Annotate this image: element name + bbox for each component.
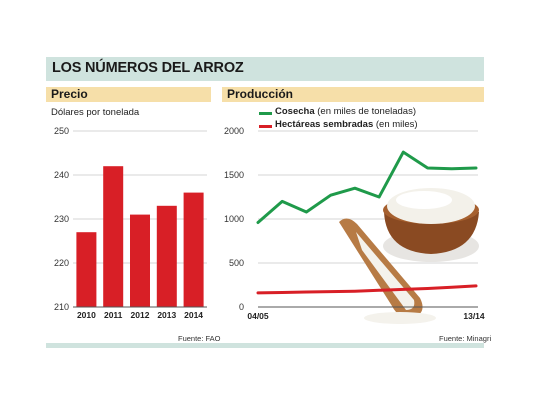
precio-panel-header: Precio	[46, 87, 211, 102]
title-banner: LOS NÚMEROS DEL ARROZ	[46, 57, 484, 81]
legend-note-hectareas: (en miles)	[375, 119, 418, 130]
page-title: LOS NÚMEROS DEL ARROZ	[52, 60, 244, 76]
produccion-source: Fuente: Minagri	[439, 334, 492, 343]
y-tick-label: 250	[54, 126, 69, 136]
series-line-hect-reas-sembradas	[256, 284, 478, 295]
precio-source: Fuente: FAO	[178, 334, 221, 343]
x-tick-label: 2011	[104, 310, 123, 320]
bar	[103, 166, 124, 307]
y-tick-label: 240	[54, 170, 69, 180]
bar	[76, 232, 97, 307]
y-tick-label: 0	[239, 302, 244, 312]
legend-item-cosecha: Cosecha (en miles de toneladas)	[275, 106, 416, 117]
precio-panel-title: Precio	[51, 87, 88, 101]
x-tick-label: 2012	[131, 310, 150, 320]
bar	[183, 192, 204, 307]
rice-highlight	[396, 191, 452, 209]
legend-note-cosecha: (en miles de toneladas)	[317, 106, 416, 117]
precio-subtitle: Dólares por tonelada	[51, 107, 140, 118]
legend-swatch-hectareas	[259, 125, 272, 128]
produccion-panel-header: Producción	[222, 87, 484, 102]
rice-bowl-illustration	[339, 188, 479, 324]
x-tick-label: 2014	[184, 310, 203, 320]
x-tick-label: 2013	[157, 310, 176, 320]
spilled-rice	[364, 312, 436, 324]
series-line-cosecha	[256, 150, 478, 224]
legend-name-cosecha: Cosecha	[275, 106, 315, 117]
produccion-panel-title: Producción	[227, 87, 294, 101]
y-tick-label: 220	[54, 258, 69, 268]
bar	[156, 205, 177, 307]
legend-item-hectareas: Hectáreas sembradas (en miles)	[275, 119, 418, 130]
bar	[130, 214, 150, 307]
y-tick-label: 230	[54, 214, 69, 224]
x-tick-label: 2010	[77, 310, 96, 320]
y-tick-label: 1000	[224, 214, 244, 224]
legend-name-hectareas: Hectáreas sembradas	[275, 119, 374, 130]
y-tick-label: 210	[54, 302, 69, 312]
x-tick-label: 13/14	[463, 311, 485, 321]
legend-swatch-cosecha	[259, 112, 272, 115]
bottom-rule	[46, 343, 484, 348]
y-tick-label: 1500	[224, 170, 244, 180]
y-tick-label: 500	[229, 258, 244, 268]
y-tick-label: 2000	[224, 126, 244, 136]
bowl-body	[384, 212, 479, 254]
x-tick-label: 04/05	[247, 311, 269, 321]
